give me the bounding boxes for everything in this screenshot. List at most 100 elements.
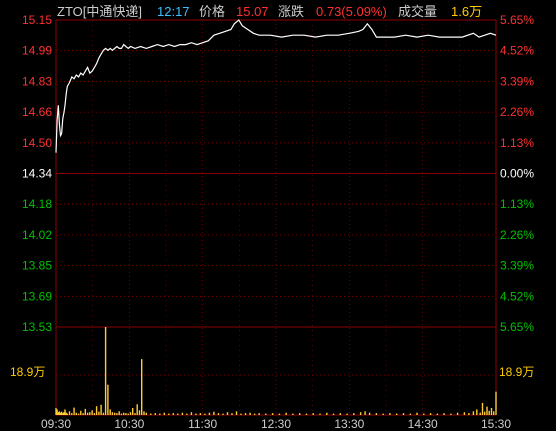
volume-bar bbox=[279, 414, 280, 415]
volume-bar bbox=[306, 414, 307, 415]
time-tick-label: 12:30 bbox=[261, 417, 291, 431]
volume-bar bbox=[249, 413, 250, 415]
volume-bar bbox=[204, 414, 205, 415]
volume-bar bbox=[191, 412, 192, 415]
volume-bar bbox=[369, 413, 370, 415]
volume-bar bbox=[85, 409, 86, 415]
volume-axis-label-left: 18.9万 bbox=[10, 365, 45, 379]
price-tick-label: 14.83 bbox=[22, 74, 52, 88]
percent-tick-label: 5.65% bbox=[500, 320, 534, 334]
volume-bar bbox=[396, 414, 397, 415]
header-time: 12:17 bbox=[157, 4, 190, 19]
stock-symbol: ZTO[中通快递] bbox=[57, 4, 142, 19]
volume-bar bbox=[383, 414, 384, 415]
volume-bar bbox=[105, 327, 106, 415]
volume-bar bbox=[96, 406, 97, 415]
volume-bar bbox=[489, 411, 490, 415]
volume-bar bbox=[213, 412, 214, 415]
time-tick-label: 14:30 bbox=[408, 417, 438, 431]
percent-tick-label: 2.26% bbox=[500, 228, 534, 242]
volume-bar bbox=[64, 409, 65, 415]
time-tick-label: 11:30 bbox=[188, 417, 217, 431]
price-tick-label: 13.69 bbox=[22, 289, 52, 303]
volume-bar bbox=[254, 414, 255, 415]
volume-bar bbox=[200, 413, 201, 415]
volume-bar bbox=[389, 413, 390, 415]
percent-tick-label: 3.39% bbox=[500, 259, 534, 273]
volume-bar bbox=[87, 413, 88, 415]
volume-bar bbox=[231, 413, 232, 415]
volume-bar bbox=[159, 414, 160, 415]
percent-tick-label: 4.52% bbox=[500, 44, 534, 58]
volume-bar bbox=[61, 412, 62, 415]
price-tick-label: 14.34 bbox=[22, 167, 52, 181]
volume-bar bbox=[236, 411, 237, 415]
volume-bar bbox=[114, 413, 115, 415]
volume-bar bbox=[56, 409, 57, 415]
volume-bar bbox=[410, 414, 411, 415]
volume-bar bbox=[209, 413, 210, 415]
time-tick-label: 09:30 bbox=[41, 417, 71, 431]
volume-bar bbox=[495, 392, 496, 415]
volume-bar bbox=[443, 413, 444, 415]
volume-bar bbox=[437, 414, 438, 415]
volume-bar bbox=[265, 414, 266, 415]
price-tick-label: 13.53 bbox=[22, 320, 52, 334]
volume-bar bbox=[123, 413, 124, 415]
volume-bar bbox=[146, 413, 147, 415]
price-label: 价格 bbox=[199, 4, 225, 19]
volume-bar bbox=[457, 413, 458, 415]
volume-bar bbox=[272, 413, 273, 415]
percent-tick-label: 0.00% bbox=[500, 167, 534, 181]
percent-tick-label: 2.26% bbox=[500, 105, 534, 119]
volume-bar bbox=[476, 409, 477, 415]
percent-tick-label: 1.13% bbox=[500, 136, 534, 150]
volume-bar bbox=[155, 413, 156, 415]
change-label: 涨跌 bbox=[278, 4, 304, 19]
price-tick-label: 14.66 bbox=[22, 105, 52, 119]
volume-bar bbox=[116, 413, 117, 415]
percent-tick-label: 5.65% bbox=[500, 13, 534, 27]
percent-tick-label: 1.13% bbox=[500, 197, 534, 211]
volume-bar bbox=[240, 414, 241, 415]
volume-bar bbox=[141, 359, 142, 415]
volume-bar bbox=[107, 385, 108, 415]
volume-bar bbox=[403, 413, 404, 415]
volume-bar bbox=[69, 411, 70, 415]
volume-bar bbox=[139, 410, 140, 415]
volume-bar bbox=[80, 411, 81, 415]
volume-bar bbox=[333, 414, 334, 415]
volume-bar bbox=[346, 414, 347, 415]
volume-bar bbox=[78, 414, 79, 415]
volume-bar bbox=[292, 414, 293, 415]
volume-bar bbox=[484, 412, 485, 415]
volume-bar bbox=[195, 414, 196, 415]
volume-bar bbox=[376, 413, 377, 415]
volume-bar bbox=[112, 412, 113, 415]
volume-bar bbox=[245, 413, 246, 415]
volume-bar bbox=[110, 409, 111, 415]
price-tick-label: 15.15 bbox=[22, 13, 52, 27]
volume-bar bbox=[168, 414, 169, 415]
volume-bar bbox=[73, 408, 74, 415]
volume-bar bbox=[313, 413, 314, 415]
change-value: 0.73(5.09%) bbox=[316, 4, 387, 19]
volume-bar bbox=[125, 413, 126, 415]
time-tick-label: 10:30 bbox=[114, 417, 144, 431]
volume-value: 1.6万 bbox=[451, 4, 482, 19]
volume-bar bbox=[493, 411, 494, 415]
volume-bar bbox=[430, 413, 431, 415]
volume-bar bbox=[491, 408, 492, 415]
volume-bar bbox=[71, 413, 72, 415]
price-tick-label: 14.50 bbox=[22, 136, 52, 150]
volume-bar bbox=[486, 407, 487, 415]
volume-bar bbox=[222, 414, 223, 415]
volume-bar bbox=[89, 412, 90, 415]
volume-bar bbox=[100, 405, 101, 415]
volume-bar bbox=[464, 412, 465, 415]
volume-bar bbox=[134, 413, 135, 415]
volume-bar bbox=[177, 414, 178, 415]
volume-bar bbox=[319, 414, 320, 415]
